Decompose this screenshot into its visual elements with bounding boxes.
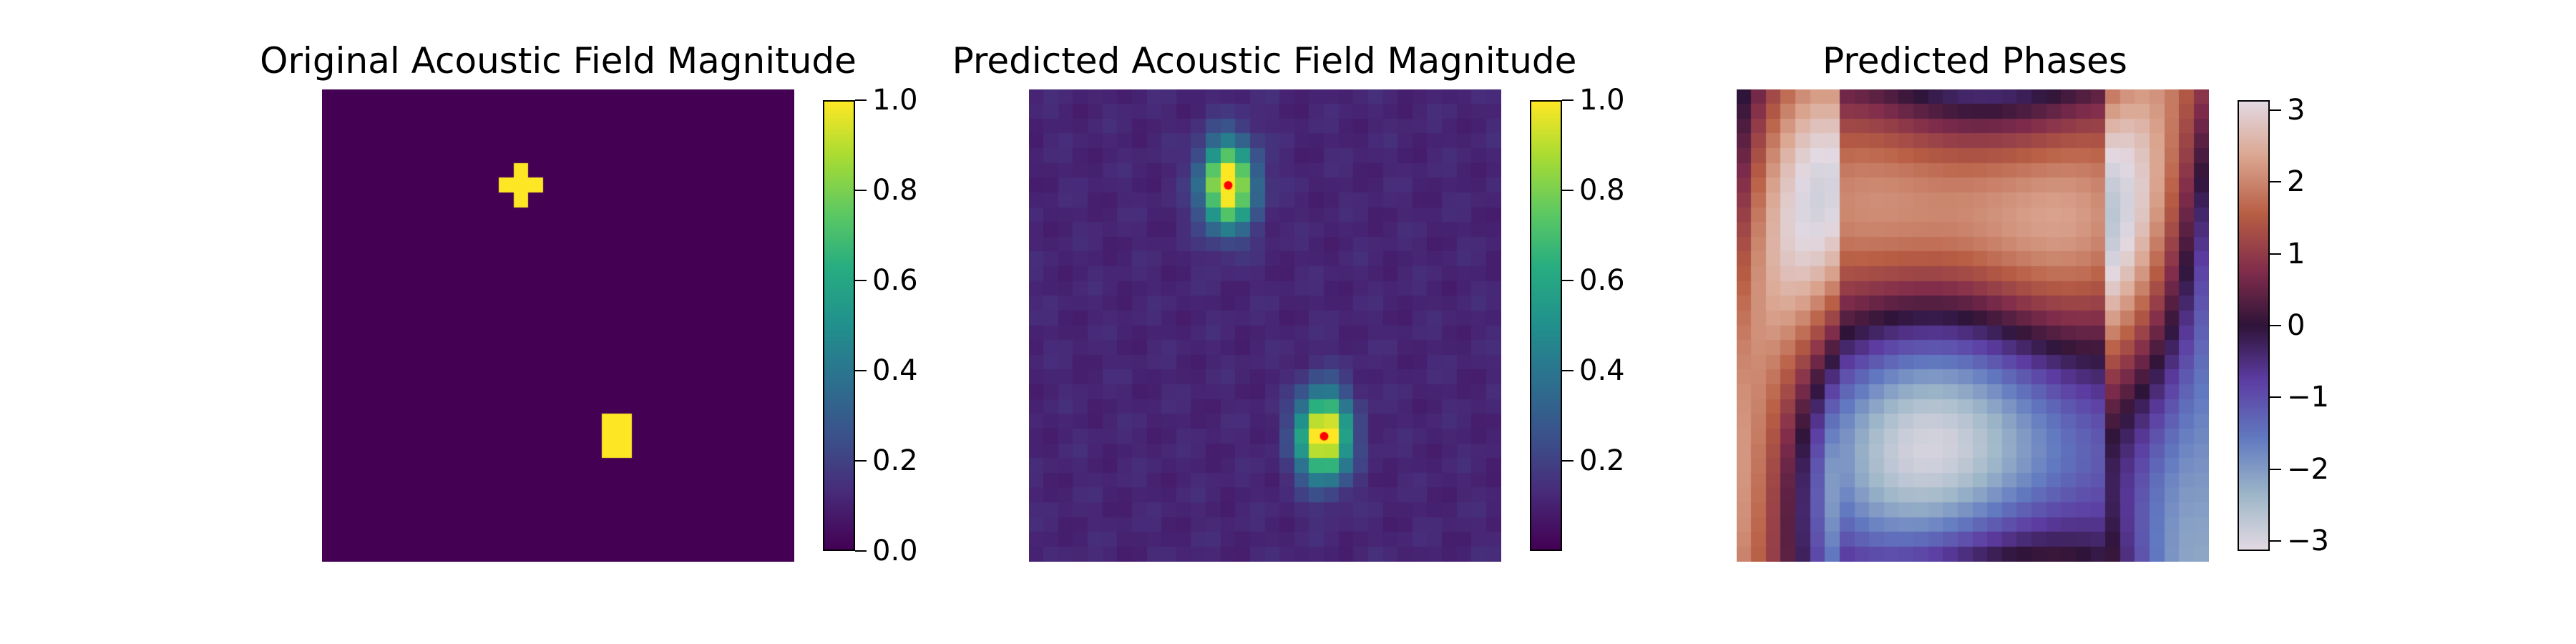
colorbar-predicted-magnitude xyxy=(1530,100,1562,551)
colorbar-tick-label: 0.8 xyxy=(1579,176,1625,205)
colorbar-tick-label: −3 xyxy=(2287,527,2329,555)
colorbar-tick xyxy=(855,99,867,101)
colorbar-tick xyxy=(1562,370,1574,371)
colorbar-tick-label: 1 xyxy=(2287,240,2305,268)
colorbar-tick-label: 0.4 xyxy=(872,356,918,385)
colorbar-tick-label: 1.0 xyxy=(872,86,918,114)
colorbar-tick-label: 0 xyxy=(2287,311,2305,340)
colorbar-tick-label: 0.4 xyxy=(1579,356,1625,385)
colorbar-tick xyxy=(2270,469,2281,470)
colorbar-tick xyxy=(2270,109,2281,111)
colorbar-tick-label: −1 xyxy=(2287,383,2329,411)
colorbar-tick xyxy=(855,370,867,371)
colorbar-tick xyxy=(2270,540,2281,542)
colorbar-tick-label: 1.0 xyxy=(1579,86,1625,114)
colorbar-tick xyxy=(855,460,867,462)
heatmap-original-magnitude xyxy=(322,89,794,562)
panel-title-predicted-magnitude: Predicted Acoustic Field Magnitude xyxy=(952,43,1577,79)
colorbar-tick-label: 0.2 xyxy=(1579,447,1625,475)
colorbar-tick xyxy=(1562,190,1574,191)
colorbar-tick-label: −2 xyxy=(2287,455,2329,484)
colorbar-tick-label: 0.2 xyxy=(872,447,918,475)
panel-title-original-magnitude: Original Acoustic Field Magnitude xyxy=(260,43,857,79)
colorbar-original-magnitude xyxy=(823,100,855,551)
colorbar-tick xyxy=(855,550,867,552)
colorbar-tick xyxy=(2270,325,2281,326)
colorbar-tick-label: 0.0 xyxy=(872,537,918,565)
colorbar-tick xyxy=(2270,181,2281,182)
panel-title-predicted-phases: Predicted Phases xyxy=(1823,43,2127,79)
colorbar-predicted-phases xyxy=(2238,100,2270,551)
colorbar-tick-label: 0.6 xyxy=(872,266,918,295)
colorbar-tick xyxy=(1562,460,1574,462)
colorbar-tick-label: 0.6 xyxy=(1579,266,1625,295)
colorbar-tick xyxy=(1562,99,1574,101)
colorbar-tick-label: 3 xyxy=(2287,96,2305,125)
colorbar-tick xyxy=(2270,253,2281,255)
colorbar-tick-label: 2 xyxy=(2287,167,2305,196)
colorbar-tick xyxy=(2270,396,2281,398)
colorbar-tick xyxy=(1562,280,1574,281)
colorbar-tick xyxy=(855,280,867,281)
colorbar-tick-label: 0.8 xyxy=(872,176,918,205)
heatmap-predicted-magnitude xyxy=(1029,89,1501,562)
colorbar-tick xyxy=(855,190,867,191)
heatmap-predicted-phases xyxy=(1737,89,2209,562)
